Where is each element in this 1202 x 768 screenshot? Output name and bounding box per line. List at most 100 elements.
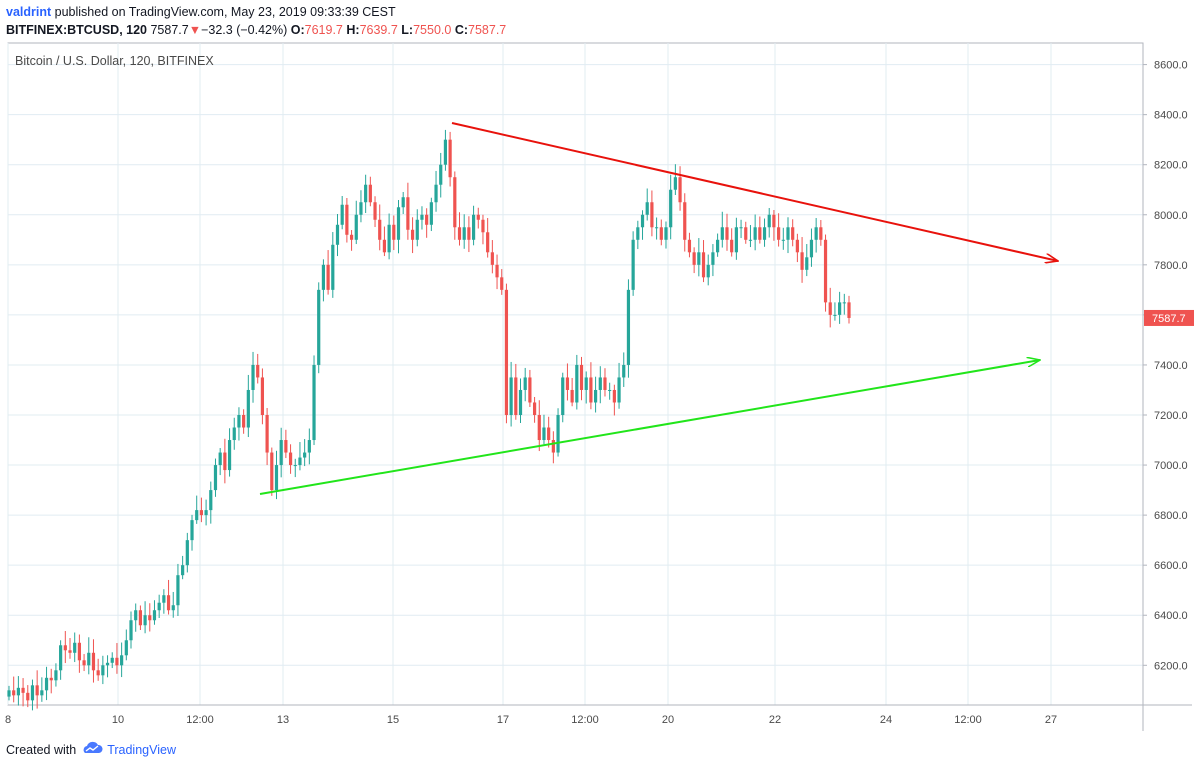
candle-body xyxy=(758,227,762,240)
close-label: C: xyxy=(454,23,469,37)
candle-body xyxy=(91,652,96,671)
candle-body xyxy=(181,565,185,576)
candle-body xyxy=(298,457,302,466)
candle-body xyxy=(579,364,584,390)
candle-body xyxy=(598,377,602,390)
candle-body xyxy=(368,184,372,203)
candle-body xyxy=(148,615,152,621)
chart-header: valdrint published on TradingView.com, M… xyxy=(6,3,506,39)
candle-body xyxy=(120,655,124,666)
y-tick-label: 8200.0 xyxy=(1154,160,1188,172)
candle-body xyxy=(593,389,598,403)
candle-body xyxy=(439,164,443,185)
candle-body xyxy=(617,377,621,403)
candle-body xyxy=(777,227,781,240)
candle-body xyxy=(35,685,39,696)
candle-body xyxy=(509,377,513,415)
candle-body xyxy=(636,227,640,240)
candle-body xyxy=(40,690,44,696)
candle-body xyxy=(640,214,645,228)
candle-body xyxy=(805,257,809,270)
candle-body xyxy=(195,510,199,521)
candle-body xyxy=(54,670,58,681)
support-trendline xyxy=(259,360,1040,495)
y-tick-label: 7400.0 xyxy=(1154,360,1188,372)
y-tick-label: 7000.0 xyxy=(1154,460,1188,472)
candle-body xyxy=(786,227,790,240)
last-price-tag xyxy=(1144,309,1194,326)
x-tick-label: 12:00 xyxy=(571,714,599,726)
open-value: 7619.7 xyxy=(304,23,343,37)
candle-body xyxy=(823,239,828,303)
candle-body xyxy=(547,427,551,441)
candle-body xyxy=(349,234,354,240)
candle-body xyxy=(138,610,142,626)
x-tick-label: 24 xyxy=(880,714,892,726)
low-label: L: xyxy=(401,23,414,37)
candle-body xyxy=(105,662,110,666)
candle-body xyxy=(781,239,785,241)
candle-body xyxy=(584,377,588,390)
y-tick-label: 6800.0 xyxy=(1154,510,1188,522)
candle-body xyxy=(800,252,804,270)
ohlc-legend: BITFINEX:BTCUSD, 120 7587.7▼−32.3 (−0.42… xyxy=(6,21,506,39)
candle-body xyxy=(44,677,49,691)
candle-body xyxy=(589,377,593,403)
down-arrow-icon: ▼ xyxy=(188,23,202,37)
candle-body xyxy=(725,227,729,240)
candle-body xyxy=(443,139,448,165)
candle-body xyxy=(16,687,20,696)
candle-body xyxy=(833,314,837,316)
tradingview-brand[interactable]: TradingView xyxy=(107,742,176,757)
candle-body xyxy=(340,204,344,225)
candle-body xyxy=(387,224,391,253)
candle-body xyxy=(63,645,67,651)
candle-body xyxy=(504,289,509,415)
candle-body xyxy=(129,620,133,641)
candle-body xyxy=(828,302,832,315)
candle-body xyxy=(157,602,161,611)
candle-body xyxy=(303,452,307,458)
y-tick-label: 7200.0 xyxy=(1154,410,1188,422)
candle-body xyxy=(284,440,288,453)
candle-body xyxy=(734,227,738,253)
candle-body xyxy=(842,302,846,304)
tradingview-logo-icon[interactable] xyxy=(80,741,104,758)
author-name[interactable]: valdrint xyxy=(6,5,52,19)
candle-body xyxy=(96,670,100,676)
candle-body xyxy=(392,224,396,240)
candle-body xyxy=(82,660,86,666)
candle-body xyxy=(481,219,485,233)
candle-body xyxy=(227,440,232,471)
y-tick-label: 6400.0 xyxy=(1154,610,1188,622)
candle-body xyxy=(795,239,799,253)
candle-body xyxy=(68,650,72,653)
chart-title: Bitcoin / U.S. Dollar, 120, BITFINEX xyxy=(15,54,214,68)
candle-body xyxy=(307,440,311,453)
high-value: 7639.7 xyxy=(359,23,398,37)
candle-body xyxy=(12,690,16,696)
candle-body xyxy=(420,214,424,220)
candle-body xyxy=(518,389,523,415)
candle-body xyxy=(692,252,696,265)
candle-body xyxy=(462,227,466,240)
candle-body xyxy=(152,610,157,621)
candle-body xyxy=(260,377,265,415)
candle-body xyxy=(711,252,715,265)
candle-body xyxy=(551,440,555,453)
candle-body xyxy=(528,377,532,403)
close-value: 7587.7 xyxy=(468,23,507,37)
candle-body xyxy=(265,415,269,453)
open-label: O: xyxy=(290,23,305,37)
candle-body xyxy=(401,197,405,208)
candle-body xyxy=(645,202,649,215)
candle-body xyxy=(654,227,659,229)
candle-body xyxy=(429,202,433,225)
candle-body xyxy=(373,202,377,220)
candle-body xyxy=(26,692,30,701)
candle-body xyxy=(631,239,635,290)
candle-body xyxy=(565,377,570,390)
candle-body xyxy=(683,202,687,240)
candle-body xyxy=(213,465,218,491)
